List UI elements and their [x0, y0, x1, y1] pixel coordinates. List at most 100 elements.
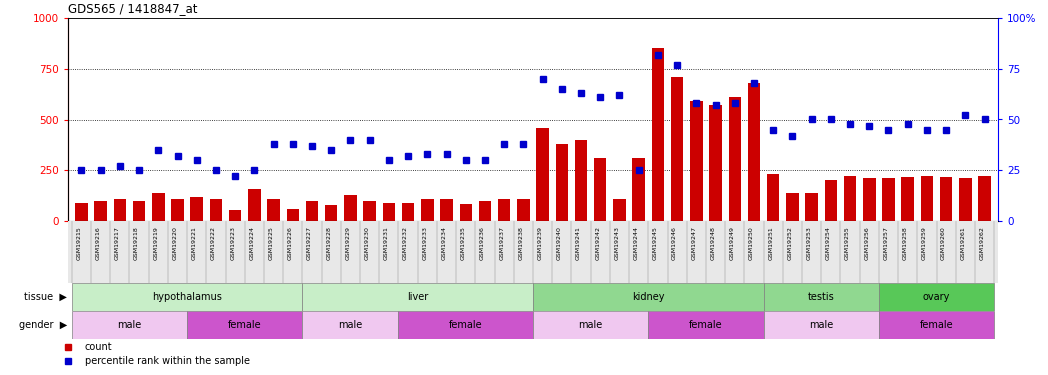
Text: gender  ▶: gender ▶ [19, 320, 67, 330]
Text: male: male [578, 320, 603, 330]
Bar [649, 311, 764, 339]
Text: GSM19243: GSM19243 [614, 226, 619, 260]
Bar [303, 283, 533, 311]
Text: GSM19220: GSM19220 [173, 226, 177, 260]
Text: female: female [690, 320, 723, 330]
Bar [959, 178, 971, 221]
Text: GSM19233: GSM19233 [422, 226, 428, 260]
Bar [479, 201, 492, 221]
Bar [72, 283, 303, 311]
Bar [709, 105, 722, 221]
Text: GSM19218: GSM19218 [134, 226, 139, 260]
Bar [978, 176, 990, 221]
Text: GSM19222: GSM19222 [211, 226, 216, 260]
Text: GSM19226: GSM19226 [288, 226, 292, 260]
Text: GSM19260: GSM19260 [941, 226, 946, 260]
Text: male: male [809, 320, 833, 330]
Text: GSM19239: GSM19239 [538, 226, 543, 260]
Bar [786, 193, 799, 221]
Text: GSM19237: GSM19237 [499, 226, 504, 260]
Bar [286, 209, 299, 221]
Text: liver: liver [407, 292, 429, 302]
Text: GSM19227: GSM19227 [307, 226, 312, 260]
Bar [113, 199, 126, 221]
Text: GSM19216: GSM19216 [95, 226, 101, 260]
Text: GSM19234: GSM19234 [441, 226, 446, 260]
Text: GSM19219: GSM19219 [153, 226, 158, 260]
Bar [364, 201, 376, 221]
Text: GSM19230: GSM19230 [365, 226, 370, 260]
Text: GSM19215: GSM19215 [77, 226, 82, 260]
Text: female: female [920, 320, 954, 330]
Bar [863, 178, 875, 221]
Text: GSM19252: GSM19252 [787, 226, 792, 260]
Bar [764, 283, 879, 311]
Text: GSM19238: GSM19238 [519, 226, 523, 260]
Bar [574, 140, 587, 221]
Text: GSM19250: GSM19250 [749, 226, 754, 260]
Bar [747, 83, 760, 221]
Text: GSM19228: GSM19228 [326, 226, 331, 260]
Text: GSM19224: GSM19224 [249, 226, 255, 260]
Bar [68, 221, 998, 283]
Bar [613, 199, 626, 221]
Text: GSM19249: GSM19249 [729, 226, 735, 260]
Bar [440, 199, 453, 221]
Bar [764, 311, 879, 339]
Text: GSM19235: GSM19235 [461, 226, 465, 260]
Text: GSM19251: GSM19251 [768, 226, 773, 260]
Bar [306, 201, 319, 221]
Bar [171, 199, 183, 221]
Bar [248, 189, 261, 221]
Bar [75, 203, 88, 221]
Text: ovary: ovary [923, 292, 951, 302]
Bar [690, 101, 702, 221]
Text: male: male [339, 320, 363, 330]
Bar [825, 180, 837, 221]
Text: GSM19262: GSM19262 [980, 226, 984, 260]
Text: GSM19244: GSM19244 [634, 226, 638, 260]
Bar [555, 144, 568, 221]
Text: percentile rank within the sample: percentile rank within the sample [85, 356, 249, 366]
Bar [879, 283, 995, 311]
Text: GSM19253: GSM19253 [807, 226, 811, 260]
Text: GSM19256: GSM19256 [865, 226, 869, 260]
Bar [594, 158, 607, 221]
Text: GSM19236: GSM19236 [480, 226, 485, 260]
Bar [652, 48, 664, 221]
Bar [303, 311, 398, 339]
Text: male: male [117, 320, 141, 330]
Bar [728, 97, 741, 221]
Bar [767, 174, 780, 221]
Text: tissue  ▶: tissue ▶ [24, 292, 67, 302]
Text: GSM19241: GSM19241 [576, 226, 581, 260]
Bar [325, 205, 337, 221]
Bar [517, 199, 529, 221]
Bar [344, 195, 356, 221]
Bar [383, 203, 395, 221]
Text: GSM19257: GSM19257 [883, 226, 889, 260]
Bar [398, 311, 533, 339]
Text: testis: testis [808, 292, 834, 302]
Bar [940, 177, 953, 221]
Bar [152, 193, 165, 221]
Text: GSM19242: GSM19242 [595, 226, 601, 260]
Text: GSM19229: GSM19229 [346, 226, 350, 260]
Text: GSM19246: GSM19246 [672, 226, 677, 260]
Bar [72, 311, 188, 339]
Text: hypothalamus: hypothalamus [152, 292, 222, 302]
Bar [94, 201, 107, 221]
Bar [267, 199, 280, 221]
Text: female: female [449, 320, 482, 330]
Bar [188, 311, 303, 339]
Text: GSM19245: GSM19245 [653, 226, 658, 260]
Bar [401, 203, 414, 221]
Bar [421, 199, 434, 221]
Bar [537, 128, 549, 221]
Bar [882, 178, 895, 221]
Text: kidney: kidney [632, 292, 664, 302]
Text: GSM19240: GSM19240 [556, 226, 562, 260]
Bar [459, 204, 472, 221]
Bar [498, 199, 510, 221]
Text: GSM19261: GSM19261 [960, 226, 965, 260]
